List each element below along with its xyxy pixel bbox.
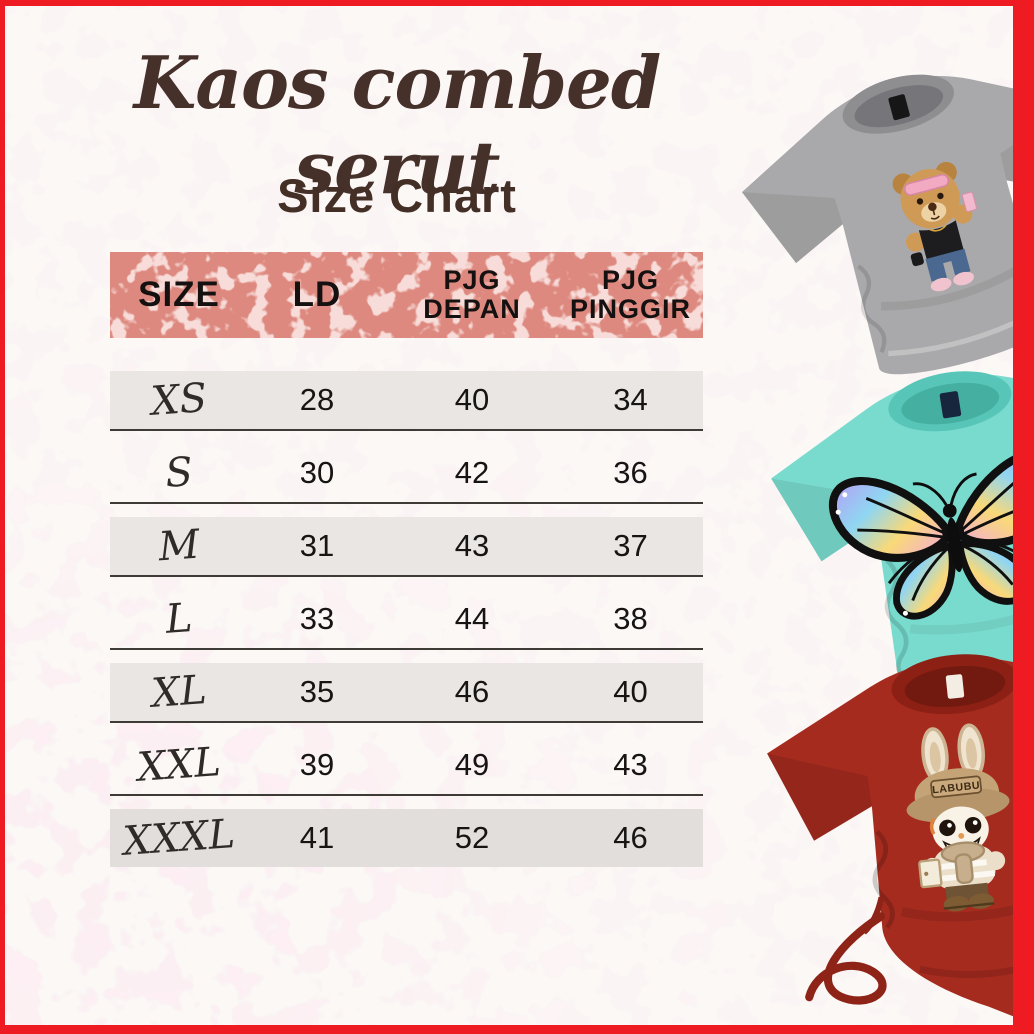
mint-butterfly-tshirt-photo <box>771 371 1013 762</box>
drawstring-loops <box>805 912 887 1005</box>
neck-tag <box>945 674 965 699</box>
phone <box>961 191 977 212</box>
pjg-pinggir-cell: 37 <box>613 528 648 563</box>
tshirt-body <box>741 75 1013 375</box>
size-cell: M <box>156 521 202 571</box>
neck-tag <box>939 391 962 419</box>
size-table-rows: XS 28 40 34 S 30 42 36 M 31 43 37 L 33 4… <box>110 371 703 880</box>
pjg-pinggir-cell: 43 <box>613 747 648 782</box>
size-cell: XXL <box>135 739 223 791</box>
neck-tag <box>888 94 910 121</box>
size-cell: L <box>164 595 194 643</box>
pjg-pinggir-cell: 34 <box>613 382 648 417</box>
butterfly-print <box>829 449 1013 620</box>
pjg-depan-cell: 52 <box>454 820 490 855</box>
side-ruching <box>872 830 895 930</box>
butterfly-body <box>947 517 963 573</box>
red-labubu-tshirt-photo: LABUBU <box>767 654 1013 1018</box>
size-cell: XL <box>149 667 209 717</box>
pjg-depan-cell: 49 <box>454 747 490 782</box>
pjg-depan-cell: 42 <box>454 455 490 490</box>
gray-teddy-tshirt-photo <box>741 74 1013 375</box>
ld-cell: 41 <box>299 820 335 855</box>
size-cell: XS <box>149 375 209 425</box>
labubu-print: LABUBU <box>906 723 1010 912</box>
labubu-badge-text: LABUBU <box>932 779 981 796</box>
poster-content: LABUBU <box>5 6 1013 1025</box>
book <box>918 858 943 889</box>
table-row-xl: XL 35 46 40 <box>110 663 703 723</box>
pjg-pinggir-cell: 46 <box>613 820 648 855</box>
table-row-s: S 30 42 36 <box>110 444 703 504</box>
side-ruching <box>857 264 887 354</box>
pjg-pinggir-cell: 38 <box>613 601 648 636</box>
teddy-bear-print <box>892 161 977 292</box>
table-row-xs: XS 28 40 34 <box>110 371 703 431</box>
pjg-depan-cell: 44 <box>454 601 490 636</box>
pjg-pinggir-cell: 40 <box>613 674 648 709</box>
pjg-depan-cell: 43 <box>454 528 490 563</box>
table-row-xxxl: XXXL 41 52 46 <box>110 809 703 867</box>
pjg-depan-cell: 46 <box>454 674 490 709</box>
size-table-header: SIZE LD PJG DEPAN PJG PINGGIR <box>110 252 703 338</box>
size-cell: XXXL <box>121 811 237 865</box>
header-texture <box>110 252 703 338</box>
header-size: SIZE <box>138 275 220 315</box>
ld-cell: 33 <box>299 601 335 636</box>
header-pjg-pinggir: PJG PINGGIR <box>569 264 691 324</box>
side-ruching <box>884 558 910 683</box>
ld-cell: 28 <box>299 382 335 417</box>
ld-cell: 31 <box>299 528 335 563</box>
header-pjg-depan: PJG DEPAN <box>423 264 521 324</box>
pjg-depan-cell: 40 <box>454 382 490 417</box>
table-row-xxl: XXL 39 49 43 <box>110 736 703 796</box>
table-row-m: M 31 43 37 <box>110 517 703 577</box>
hat-badge <box>930 775 983 799</box>
pjg-pinggir-cell: 36 <box>613 455 648 490</box>
ld-cell: 35 <box>299 674 335 709</box>
sunglasses <box>903 173 950 196</box>
page-title: Kaos combed serut <box>133 40 661 210</box>
ld-cell: 30 <box>299 455 335 490</box>
size-cell: S <box>163 449 195 497</box>
table-row-l: L 33 44 38 <box>110 590 703 650</box>
header-ld: LD <box>292 275 342 315</box>
page-subtitle: Size Chart <box>277 169 517 222</box>
ld-cell: 39 <box>299 747 335 782</box>
